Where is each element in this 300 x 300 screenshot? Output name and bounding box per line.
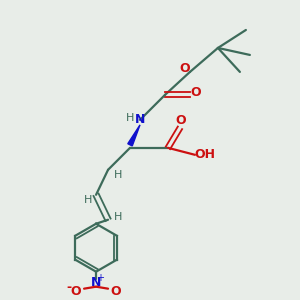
Text: O: O [71,285,81,298]
Text: H: H [114,212,122,222]
Text: -: - [67,281,72,294]
Text: O: O [176,114,186,128]
Text: O: O [180,62,190,75]
Polygon shape [128,125,140,146]
Text: O: O [190,86,201,99]
Text: OH: OH [194,148,215,161]
Text: N: N [91,276,101,289]
Text: H: H [114,170,122,180]
Text: N: N [135,113,145,126]
Text: O: O [111,285,122,298]
Text: H: H [126,113,134,123]
Text: H: H [84,195,92,205]
Text: +: + [96,273,104,283]
